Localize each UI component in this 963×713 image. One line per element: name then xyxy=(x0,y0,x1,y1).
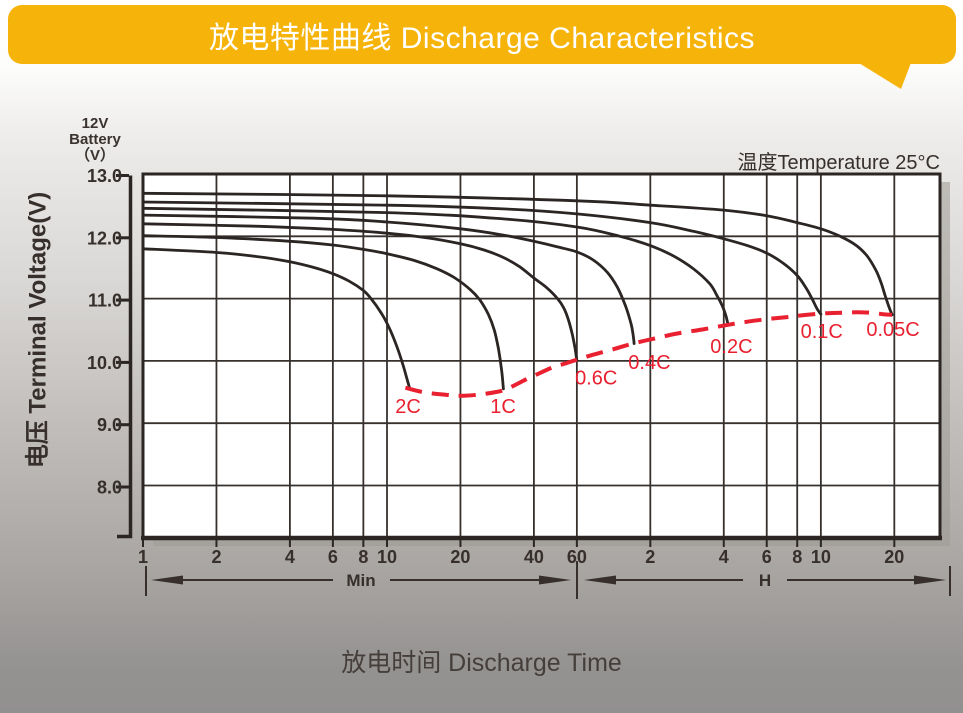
rate-label-0.2C: 0.2C xyxy=(710,336,752,358)
arrowhead-right xyxy=(914,575,946,585)
y-tick-label: 11.0 xyxy=(88,291,122,311)
x-tick-label: 6 xyxy=(762,547,772,567)
rate-label-0.05C: 0.05C xyxy=(866,319,919,341)
arrowhead-right xyxy=(539,575,571,585)
temperature-label: 温度Temperature 25°C xyxy=(737,152,940,174)
plot-area xyxy=(143,174,940,538)
battery-unit-label: 12V Battery （V） xyxy=(47,116,143,164)
x-tick-label: 6 xyxy=(328,547,338,567)
battery-unit-line3: （V） xyxy=(74,147,115,164)
curve-0.4C xyxy=(141,213,636,345)
battery-unit-line1: 12V xyxy=(81,115,109,132)
y-tick-label: 12.0 xyxy=(87,228,122,248)
x-tick-label: 4 xyxy=(719,547,729,567)
min-section-label: Min xyxy=(346,571,375,590)
rate-label-0.6C: 0.6C xyxy=(575,368,617,390)
x-tick-label: 10 xyxy=(811,547,831,567)
curve-0.1C xyxy=(141,200,823,316)
x-tick-label: 60 xyxy=(567,547,587,567)
rate-label-2C: 2C xyxy=(395,396,421,418)
x-tick-label: 1 xyxy=(138,547,148,567)
x-tick-label: 8 xyxy=(792,547,802,567)
arrowhead-left xyxy=(584,575,616,585)
arrowhead-left xyxy=(151,575,183,585)
rate-label-1C: 1C xyxy=(490,396,516,418)
x-tick-label: 20 xyxy=(450,547,470,567)
y-tick-label: 13.0 xyxy=(87,166,122,186)
curve-0.05C xyxy=(141,191,894,317)
y-tick-label: 10.0 xyxy=(87,353,122,373)
y-axis-bracket xyxy=(117,175,133,539)
rate-label-0.1C: 0.1C xyxy=(801,321,843,343)
battery-unit-line2: Battery xyxy=(69,131,121,148)
x-tick-label: 2 xyxy=(211,547,221,567)
red-dashed-envelope xyxy=(404,310,893,398)
curve-1C xyxy=(141,234,505,391)
y-tick-label: 9.0 xyxy=(97,415,122,435)
y-axis-title: 电压 Terminal Voltage(V) xyxy=(24,191,52,469)
page-title: 放电特性曲线 Discharge Characteristics xyxy=(208,21,756,55)
title-banner: 放电特性曲线 Discharge Characteristics xyxy=(8,5,956,64)
x-tick-label: 40 xyxy=(524,547,544,567)
curve-2C xyxy=(141,247,412,391)
rate-label-0.4C: 0.4C xyxy=(628,352,670,374)
x-tick-label: 8 xyxy=(358,547,368,567)
hour-section-label: H xyxy=(759,571,771,590)
x-tick-label: 20 xyxy=(884,547,904,567)
curve-0.2C xyxy=(141,206,730,327)
x-tick-label: 10 xyxy=(377,547,397,567)
x-tick-label: 4 xyxy=(285,547,295,567)
x-axis-title: 放电时间 Discharge Time xyxy=(341,649,622,677)
x-tick-label: 2 xyxy=(645,547,655,567)
y-tick-label: 8.0 xyxy=(97,478,122,498)
curve-0.6C xyxy=(141,222,579,363)
